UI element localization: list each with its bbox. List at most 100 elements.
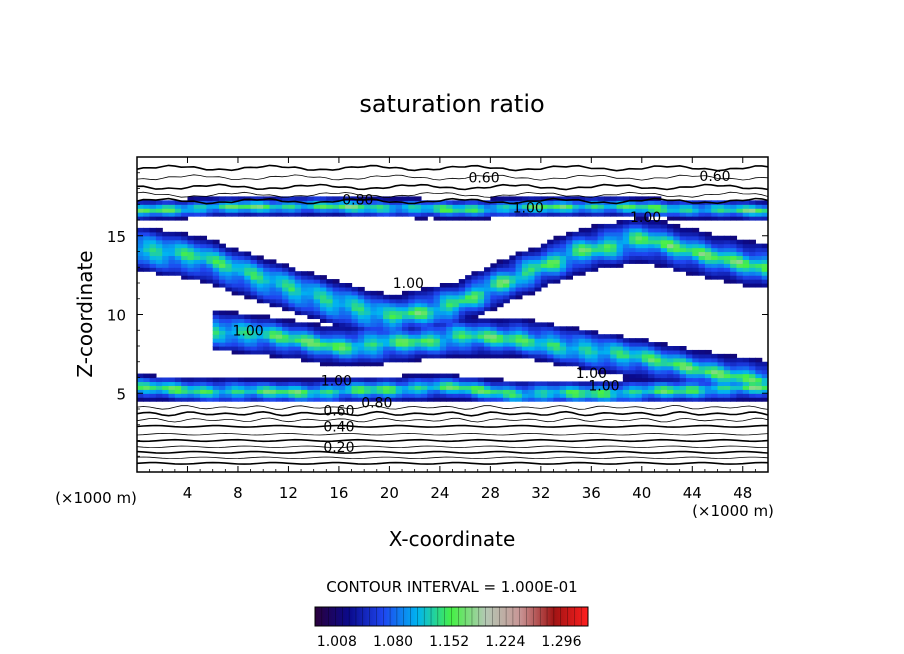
field-cell bbox=[439, 342, 447, 347]
field-cell bbox=[704, 369, 712, 375]
field-cell bbox=[509, 385, 517, 390]
field-cell bbox=[143, 243, 151, 249]
field-cell bbox=[345, 208, 353, 213]
field-cell bbox=[143, 212, 151, 217]
field-cell bbox=[294, 298, 302, 304]
field-cell bbox=[509, 255, 517, 260]
field-cell bbox=[326, 306, 334, 312]
field-cell bbox=[244, 200, 252, 205]
field-cell bbox=[622, 338, 630, 343]
field-cell bbox=[490, 322, 498, 327]
field-cell bbox=[635, 208, 643, 213]
field-cell bbox=[212, 318, 220, 323]
field-cell bbox=[193, 263, 201, 268]
field-cell bbox=[641, 353, 649, 359]
field-cell bbox=[502, 263, 510, 268]
field-cell bbox=[465, 200, 473, 205]
field-cell bbox=[610, 385, 618, 390]
field-cell bbox=[408, 349, 416, 355]
field-cell bbox=[566, 251, 573, 257]
field-cell bbox=[559, 330, 567, 335]
field-cell bbox=[685, 349, 693, 355]
field-cell bbox=[446, 298, 454, 304]
field-cell bbox=[219, 247, 226, 253]
field-cell bbox=[749, 251, 756, 257]
field-cell bbox=[427, 338, 435, 343]
field-cell bbox=[313, 385, 321, 390]
field-cell bbox=[490, 294, 498, 300]
field-cell bbox=[711, 373, 719, 379]
field-cell bbox=[477, 310, 485, 316]
field-cell bbox=[250, 338, 258, 343]
field-cell bbox=[528, 330, 536, 335]
field-cell bbox=[446, 310, 454, 316]
field-cell bbox=[307, 334, 315, 339]
field-cell bbox=[667, 255, 674, 260]
field-cell bbox=[332, 314, 340, 320]
field-cell bbox=[244, 334, 252, 339]
field-cell bbox=[521, 204, 529, 209]
field-cell bbox=[496, 349, 504, 355]
field-cell bbox=[692, 259, 700, 264]
field-cell bbox=[597, 361, 605, 367]
field-cell bbox=[585, 353, 592, 359]
field-cell bbox=[225, 255, 233, 260]
field-cell bbox=[471, 338, 479, 343]
field-cell bbox=[307, 294, 315, 300]
field-cell bbox=[402, 290, 409, 296]
field-cell bbox=[490, 318, 498, 323]
field-cell bbox=[559, 259, 567, 264]
field-cell bbox=[263, 283, 271, 288]
field-cell bbox=[174, 243, 182, 249]
field-cell bbox=[275, 263, 283, 268]
field-cell bbox=[338, 397, 346, 402]
field-cell bbox=[433, 302, 441, 308]
field-cell bbox=[749, 393, 756, 398]
field-cell bbox=[635, 227, 643, 233]
field-cell bbox=[137, 247, 144, 253]
field-cell bbox=[616, 220, 624, 225]
field-cell bbox=[711, 361, 719, 367]
field-cell bbox=[414, 216, 422, 221]
field-cell bbox=[660, 227, 668, 233]
field-cell bbox=[294, 377, 302, 383]
field-cell bbox=[685, 247, 693, 253]
field-cell bbox=[452, 216, 460, 221]
field-cell bbox=[137, 212, 144, 217]
field-cell bbox=[319, 377, 327, 383]
field-cell bbox=[572, 385, 580, 390]
field-cell bbox=[370, 204, 378, 209]
field-cell bbox=[515, 279, 523, 284]
field-cell bbox=[288, 338, 296, 343]
field-cell bbox=[698, 377, 706, 383]
field-cell bbox=[275, 279, 283, 284]
field-cell bbox=[578, 204, 586, 209]
field-cell bbox=[641, 381, 649, 386]
field-cell bbox=[288, 349, 296, 355]
field-cell bbox=[357, 200, 365, 205]
field-cell bbox=[515, 196, 523, 201]
field-cell bbox=[212, 334, 220, 339]
field-cell bbox=[528, 275, 536, 280]
field-cell bbox=[414, 349, 422, 355]
field-cell bbox=[471, 208, 479, 213]
field-cell bbox=[648, 342, 656, 347]
y-axis-units: (×1000 m) bbox=[55, 489, 137, 507]
field-cell bbox=[244, 385, 252, 390]
field-cell bbox=[313, 322, 321, 327]
field-cell bbox=[313, 314, 321, 320]
field-cell bbox=[326, 349, 334, 355]
field-cell bbox=[597, 334, 605, 339]
field-cell bbox=[458, 314, 466, 320]
field-cell bbox=[465, 310, 473, 316]
x-axis-label: X-coordinate bbox=[389, 527, 516, 551]
field-cell bbox=[307, 342, 315, 347]
field-cell bbox=[458, 212, 466, 217]
field-cell bbox=[509, 212, 517, 217]
field-cell bbox=[660, 259, 668, 264]
field-cell bbox=[471, 314, 479, 320]
field-cell bbox=[269, 346, 277, 351]
field-cell bbox=[200, 263, 208, 268]
field-cell bbox=[237, 259, 245, 264]
field-cell bbox=[376, 393, 384, 398]
